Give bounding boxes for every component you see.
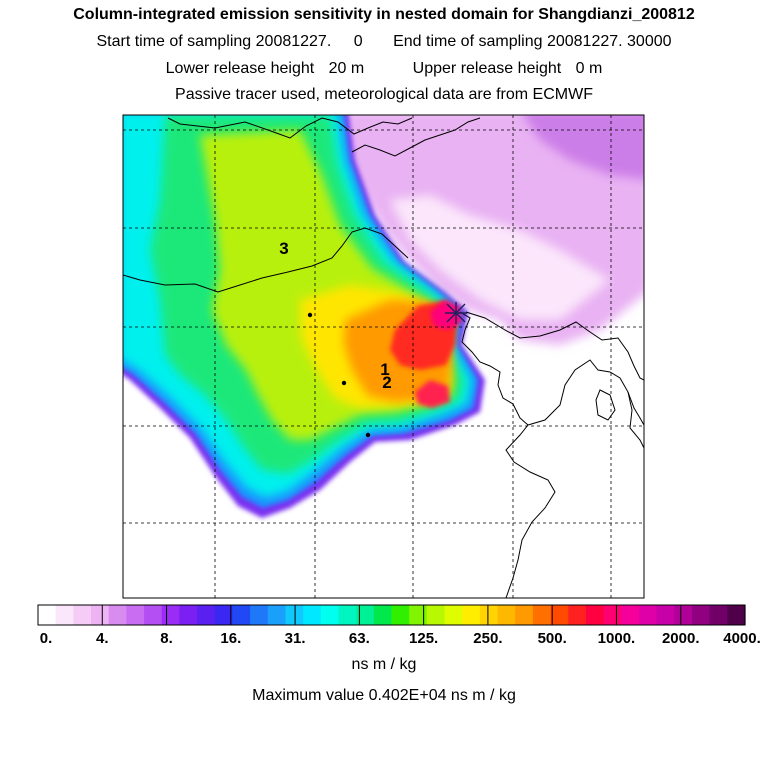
colorbar-cell — [144, 605, 163, 625]
sensitivity-field-hotspot — [430, 300, 462, 330]
colorbar-units: ns m / kg — [351, 656, 417, 673]
colorbar-tick-label: 8. — [160, 630, 173, 647]
upper-height-value: 0 m — [575, 60, 603, 77]
boundary-line-north — [167, 117, 413, 139]
colorbar-cell — [91, 605, 110, 625]
colorbar-cell — [462, 605, 481, 625]
colorbar-cell — [338, 605, 357, 625]
colorbar-cell — [267, 605, 287, 625]
colorbar-cell — [691, 605, 711, 625]
city-dot — [341, 380, 347, 386]
colorbar-cell — [197, 605, 216, 625]
colorbar-cell — [55, 605, 74, 625]
colorbar-cell — [727, 605, 746, 625]
coastline-korea-west — [527, 359, 644, 449]
coastline-jiangsu — [627, 391, 644, 426]
colorbar-cell — [232, 605, 251, 625]
start-time-value: 0 — [353, 33, 363, 50]
coastline-liaodong — [465, 311, 644, 381]
colorbar-tick-label: 500. — [537, 630, 567, 647]
release-heights: Lower release height 20 m Upper release … — [0, 60, 768, 78]
colorbar-tick-label: 1000. — [597, 630, 636, 647]
colorbar-cell — [73, 605, 92, 625]
sensitivity-field-violet-light — [390, 195, 610, 320]
colorbar-cell — [373, 605, 393, 625]
upper-height-label: Upper release height — [412, 60, 562, 77]
colorbar-cell — [585, 605, 605, 625]
maximum-value: Maximum value 0.402E+04 ns m / kg — [252, 687, 516, 704]
map-frame — [122, 114, 645, 599]
colorbar-cell — [108, 605, 127, 625]
colorbar-cell — [161, 605, 181, 625]
colorbar-cells — [38, 605, 746, 625]
colorbar-cell — [709, 605, 728, 625]
colorbar-tick-label: 2000. — [661, 630, 700, 647]
colorbar-cell — [568, 605, 587, 625]
city-dot — [307, 312, 313, 318]
marker-label-1: 1 — [380, 360, 389, 379]
colorbar-ticks — [101, 605, 682, 625]
colorbar-cell — [497, 605, 516, 625]
colorbar-cell — [409, 605, 428, 625]
lat-lon-grid — [123, 115, 644, 598]
colorbar-tick-label: 125. — [409, 630, 439, 647]
sensitivity-field-violet-dark — [523, 115, 644, 180]
colorbar-tick-label: 0. — [39, 630, 53, 647]
colorbar-cell — [250, 605, 269, 625]
colorbar-tick-label: 250. — [473, 630, 503, 647]
marker-label-2: 2 — [382, 373, 391, 392]
end-time-label: End time of sampling 20081227. 30000 — [393, 33, 672, 50]
colorbar-cell — [603, 605, 622, 625]
colorbar-cell — [656, 605, 675, 625]
boundary-line-northeast — [351, 117, 481, 157]
lower-height-label: Lower release height — [165, 60, 315, 77]
colorbar-cell — [179, 605, 198, 625]
colorbar-cell — [621, 605, 640, 625]
colorbar-cell — [126, 605, 145, 625]
marker-label-3: 3 — [279, 239, 288, 258]
colorbar-tick-label: 31. — [284, 630, 306, 647]
city-dot — [365, 432, 371, 438]
colorbar-cell — [444, 605, 463, 625]
sensitivity-field-red-south — [415, 380, 450, 408]
island-coast — [595, 389, 616, 421]
colorbar-cell — [320, 605, 340, 625]
colorbar-cell — [356, 605, 375, 625]
colorbar-cell — [426, 605, 446, 625]
sampling-times: Start time of sampling 20081227. 0 End t… — [0, 33, 768, 51]
colorbar-cell — [479, 605, 499, 625]
start-time-label: Start time of sampling 20081227. — [96, 33, 332, 50]
colorbar-frame — [37, 604, 746, 626]
colorbar-cell — [532, 605, 552, 625]
plot-subtitle: Passive tracer used, meteorological data… — [175, 86, 593, 103]
colorbar-cell — [550, 605, 569, 625]
colorbar-cell — [214, 605, 234, 625]
colorbar-tick-label: 4. — [96, 630, 109, 647]
colorbar-tick-label: 63. — [348, 630, 370, 647]
colorbar-cell — [303, 605, 322, 625]
release-point-marker — [445, 302, 467, 324]
colorbar-cell — [391, 605, 410, 625]
plot-title: Column-integrated emission sensitivity i… — [73, 6, 695, 23]
colorbar-cell — [38, 605, 57, 625]
colorbar-tick-label: 4000. — [723, 630, 761, 647]
colorbar-cell — [515, 605, 534, 625]
colorbar-cell — [674, 605, 693, 625]
colorbar-tick-label: 16. — [220, 630, 242, 647]
colorbar-cell — [638, 605, 658, 625]
boundary-line-mongolia — [123, 227, 409, 293]
lower-height-value: 20 m — [328, 60, 365, 77]
coastline-shandong — [505, 424, 556, 598]
